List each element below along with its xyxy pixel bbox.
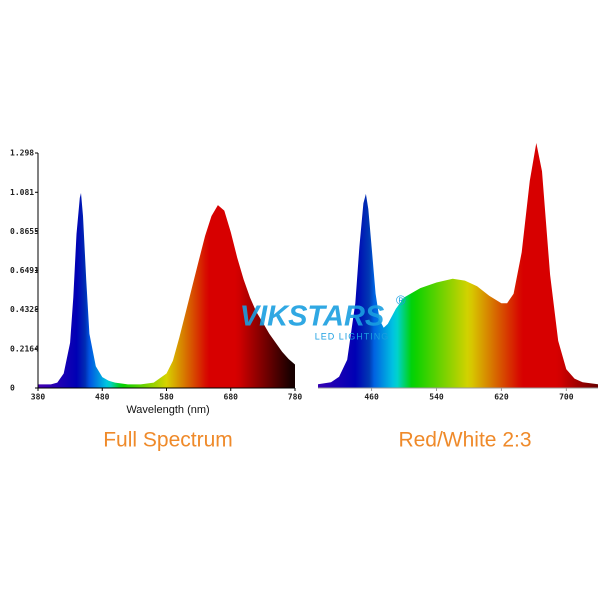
- y-tick-label: 0: [10, 384, 15, 393]
- x-tick-label: 580: [159, 393, 174, 402]
- y-tick-label: 0.8655: [10, 227, 39, 236]
- x-axis-label: Wavelength (nm): [126, 404, 209, 416]
- watermark-brand: VIKSTARS: [240, 301, 385, 333]
- y-tick-label: 1.081: [10, 188, 34, 197]
- spectrum-area: [318, 143, 598, 388]
- spectrum-area: [38, 193, 295, 388]
- x-tick-label: 380: [31, 393, 46, 402]
- x-tick-label: 680: [224, 393, 239, 402]
- y-tick-label: 0.6491: [10, 266, 39, 275]
- x-tick-label: 700: [559, 393, 574, 402]
- y-tick-label: 1.298: [10, 149, 34, 158]
- x-tick-label: 620: [494, 393, 509, 402]
- caption: Red/White 2:3: [398, 429, 531, 452]
- x-tick-label: 780: [288, 393, 303, 402]
- watermark-tagline: LED LIGHTING: [315, 331, 390, 341]
- x-tick-label: 460: [364, 393, 379, 402]
- y-tick-label: 0.2164: [10, 344, 39, 353]
- x-tick-label: 480: [95, 393, 110, 402]
- x-tick-label: 540: [429, 393, 444, 402]
- caption: Full Spectrum: [103, 429, 233, 452]
- y-tick-label: 0.4328: [10, 305, 39, 314]
- watermark-mark: ®: [396, 292, 406, 307]
